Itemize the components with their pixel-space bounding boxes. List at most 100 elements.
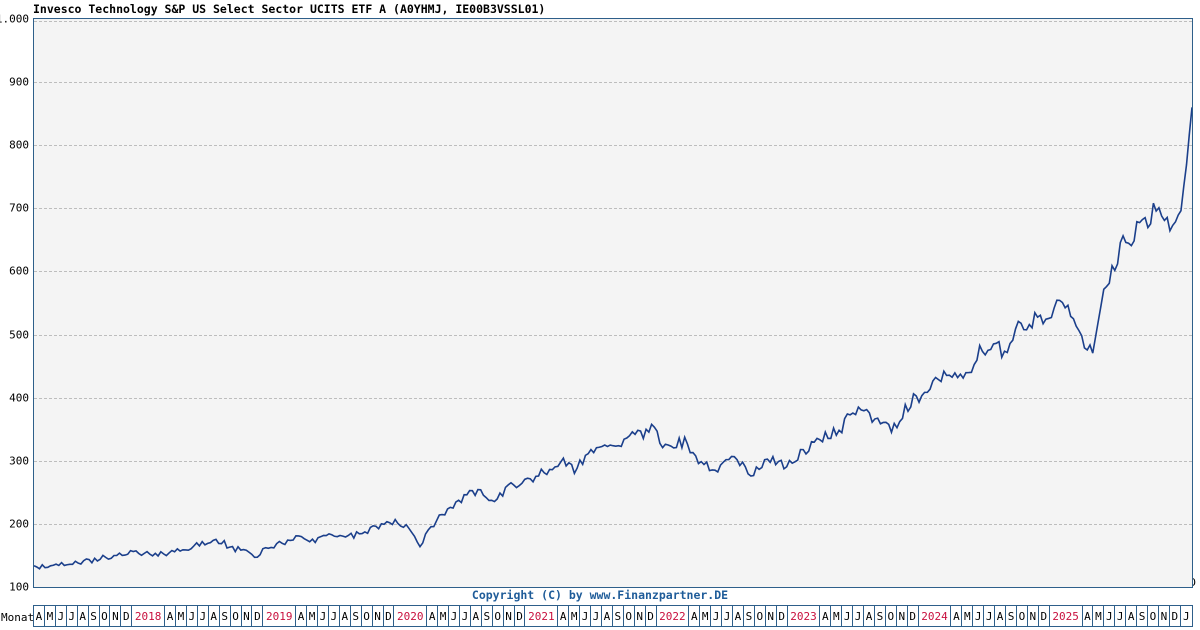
gridline [34, 208, 1192, 210]
background-band [342, 19, 369, 587]
x-axis-month-label: S [744, 606, 755, 626]
x-axis-month-label: A [165, 606, 176, 626]
plot-area[interactable] [33, 18, 1193, 588]
x-axis-month-label: D [646, 606, 657, 626]
background-band [239, 19, 266, 587]
background-band [420, 19, 446, 587]
x-axis-month-label: A [1126, 606, 1138, 626]
x-axis-month-label: S [1137, 606, 1149, 626]
x-axis-month-label: A [558, 606, 570, 626]
background-band [497, 19, 523, 587]
x-axis-month-label: M [1093, 606, 1105, 626]
x-axis-month-label: A [78, 606, 89, 626]
background-band [625, 19, 652, 587]
plot-background-bands [34, 19, 1192, 587]
x-axis-month-label: D [1170, 606, 1181, 626]
x-axis-month-label: D [252, 606, 264, 626]
x-axis-month-label: A [602, 606, 613, 626]
background-band [522, 19, 549, 587]
x-axis-month-label: D [384, 606, 395, 626]
x-axis-month-label: J [329, 606, 340, 626]
x-axis-month-label: S [1006, 606, 1017, 626]
x-axis-month-label: D [515, 606, 526, 626]
x-axis-month-label: J [318, 606, 329, 626]
background-band [703, 19, 729, 587]
gridline [34, 397, 1192, 399]
y-axis-tick: 800 [9, 138, 29, 152]
y-axis-tick: 100 [9, 580, 29, 594]
x-axis-month-label: J [56, 606, 67, 626]
y-axis-tick: 700 [9, 201, 29, 215]
x-axis-month-label: J [198, 606, 209, 626]
background-band [754, 19, 781, 587]
x-axis-label: Monat [1, 611, 35, 624]
x-axis-month-label: O [231, 606, 242, 626]
x-axis-month-label: M [700, 606, 712, 626]
background-band [394, 19, 420, 587]
x-axis-year-label: 2024 [919, 606, 952, 626]
x-axis-month-label: A [995, 606, 1007, 626]
x-axis-month-label: J [1182, 609, 1190, 623]
y-axis-tick: 500 [9, 328, 29, 342]
x-axis-year-label: 2023 [788, 606, 821, 626]
background-band [1114, 19, 1141, 587]
background-band [651, 19, 678, 587]
x-axis-year-label: 2019 [263, 606, 297, 626]
x-axis-month-label: A [427, 606, 439, 626]
x-axis-month-label: D [1039, 606, 1050, 626]
x-axis-month-label: N [766, 606, 777, 626]
x-axis-month-label: J [449, 606, 460, 626]
x-axis-year-label: 2020 [394, 606, 428, 626]
x-axis-month-label: S [89, 606, 100, 626]
x-axis-month-label: O [100, 606, 111, 626]
background-band [1037, 19, 1064, 587]
x-axis-month-label: J [711, 606, 723, 626]
x-axis-month-label: J [591, 606, 602, 626]
x-axis-month-label: M [176, 606, 187, 626]
x-axis-year-label: 2022 [657, 606, 690, 626]
background-band [677, 19, 704, 587]
copyright-notice: Copyright (C) by www.Finanzpartner.DE [471, 588, 729, 602]
x-axis-month-label: N [504, 606, 515, 626]
x-axis-month-label: O [624, 606, 635, 626]
x-axis-month-label: S [351, 606, 362, 626]
x-axis-month-label: S [875, 606, 886, 626]
x-axis-month-label: O [493, 606, 504, 626]
y-axis: 1.000 900 800 700 600 500 400 300 200 100 [0, 13, 33, 594]
x-axis-month-label: A [820, 606, 832, 626]
x-axis-month-label: A [209, 606, 220, 626]
background-band [806, 19, 832, 587]
background-band [291, 19, 318, 587]
x-axis-month-label: A [864, 606, 875, 626]
background-band [111, 19, 137, 587]
x-axis-year-label: 2018 [132, 606, 166, 626]
background-band [857, 19, 884, 587]
background-band [960, 19, 987, 587]
background-band [883, 19, 909, 587]
x-axis-month-label: N [110, 606, 122, 626]
x-axis-month-label: A [951, 606, 963, 626]
x-axis-month-label: D [121, 606, 133, 626]
x-axis-month-label: J [722, 606, 733, 626]
x-axis-year-label: 2025 [1050, 606, 1083, 626]
y-axis-tick: 600 [9, 264, 29, 278]
price-series-line [34, 19, 1192, 587]
background-band [162, 19, 189, 587]
gridlines [34, 19, 1192, 587]
x-axis-month-label: A [471, 606, 482, 626]
x-axis-month-label: M [831, 606, 843, 626]
y-axis-tick: 1.000 [0, 12, 29, 26]
gridline [34, 82, 1192, 84]
x-axis-month-label: M [307, 606, 318, 626]
background-band [780, 19, 806, 587]
x-axis-year-label: 2021 [525, 606, 559, 626]
x-axis-month-label: M [45, 606, 56, 626]
x-axis-month-label: J [984, 606, 996, 626]
x-axis-month-label: D [908, 606, 919, 626]
background-band [368, 19, 395, 587]
background-band [1011, 19, 1038, 587]
x-axis-month-label: S [482, 606, 493, 626]
x-axis-month-label: O [362, 606, 373, 626]
x-axis-month-label: A [34, 606, 45, 626]
background-band [34, 19, 60, 587]
